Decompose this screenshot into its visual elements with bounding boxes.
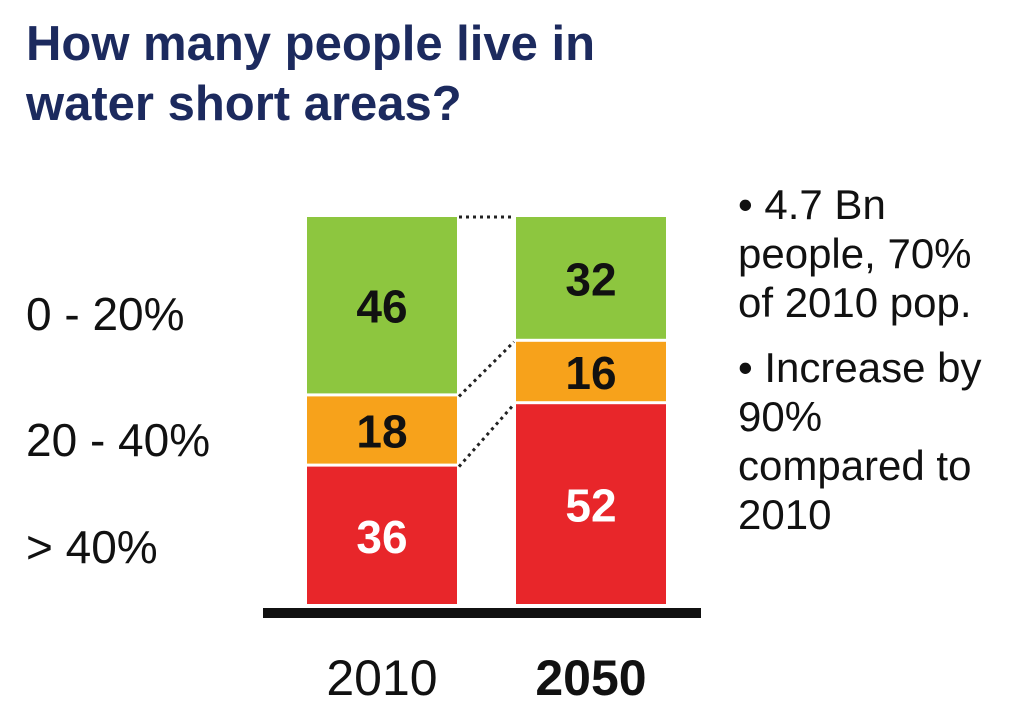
year-label-2050: 2050 — [535, 650, 646, 706]
x-axis-tick-labels: 2010 2050 — [326, 650, 646, 706]
bar-2050-40 — [516, 404, 666, 604]
legend-20-40: 20 - 40% — [26, 414, 210, 466]
notes-panel: • 4.7 Bn people, 70% of 2010 pop. • Incr… — [738, 180, 1018, 555]
bar-2050-0-20 — [516, 217, 666, 339]
data-label-2050-20-40: 16 — [565, 347, 616, 399]
chart-title-line-1: How many people live in — [26, 17, 596, 71]
year-label-2010: 2010 — [326, 650, 437, 706]
data-label-2010-20-40: 18 — [356, 406, 407, 458]
bar-2050-20-40 — [516, 341, 666, 402]
note-increase: • Increase by 90% compared to 2010 — [738, 344, 982, 538]
connector-20-40 — [457, 340, 516, 398]
segment-labels: 36 18 46 52 16 32 — [356, 253, 616, 562]
connector-40 — [457, 403, 516, 468]
chart-title-line-2: water short areas? — [26, 77, 462, 131]
chart-title: How many people live in water short area… — [26, 14, 746, 134]
bars-group — [307, 217, 666, 604]
data-label-2010-40: 36 — [356, 511, 407, 563]
connector-lines — [457, 215, 516, 468]
bar-2010-20-40 — [307, 396, 457, 464]
data-label-2010-0-20: 46 — [356, 281, 407, 333]
bar-2010-40 — [307, 466, 457, 604]
bar-2010-0-20 — [307, 217, 457, 394]
data-label-2050-0-20: 32 — [565, 253, 616, 305]
note-population: • 4.7 Bn people, 70% of 2010 pop. — [738, 181, 972, 326]
data-label-2050-40: 52 — [565, 480, 616, 532]
legend-40: > 40% — [26, 521, 158, 573]
legend-0-20: 0 - 20% — [26, 288, 185, 340]
category-legend: > 40% 20 - 40% 0 - 20% — [26, 288, 210, 573]
